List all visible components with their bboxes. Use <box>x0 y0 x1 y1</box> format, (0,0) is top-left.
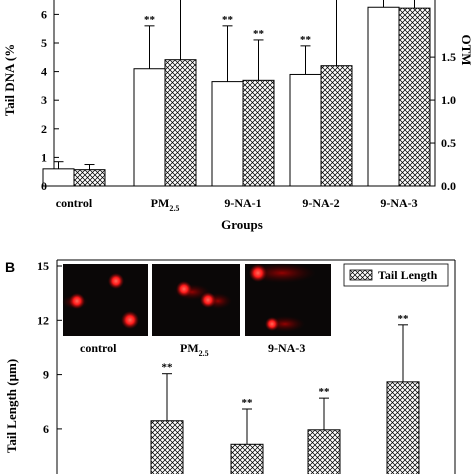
comet-image-pm25 <box>152 264 240 336</box>
panel-a-significance-PM2.5-s0: ** <box>144 14 156 26</box>
panel-a-marks: ** ** ** ** <box>42 0 431 187</box>
panel-a-y-tick-label-left: 4 <box>41 65 47 79</box>
panel-b-legend: Tail Length <box>343 263 449 287</box>
panel-a-y-tick-label-right: 1.5 <box>441 50 456 64</box>
panel-b-bar-PM2.5 <box>150 420 184 474</box>
panel-a-y-tick-label-left: 1 <box>41 150 47 164</box>
panel-a-x-tick-label: 9-NA-1 <box>224 196 261 210</box>
comet-image-label-pm25: PM2.5 <box>180 341 209 358</box>
comet-image-label-control: control <box>80 341 117 355</box>
panel-b-bar-9-NA-1 <box>230 443 264 474</box>
comet-image-label-9na3: 9-NA-3 <box>268 341 305 355</box>
nucleus <box>176 281 192 297</box>
panel-a-y-tick-label-right: 0.0 <box>441 179 456 193</box>
panel-a-x-tick-label: 9-NA-3 <box>380 196 417 210</box>
nucleus <box>121 311 139 329</box>
panel-a-x-axis-title: Groups <box>221 217 263 232</box>
panel-b-significance-9-NA-1: ** <box>242 397 254 409</box>
panel-b-ticks: 15 12 9 6 <box>37 259 62 436</box>
nucleus <box>108 273 124 289</box>
panel-a-bar-9-NA-2-s1 <box>320 65 353 187</box>
panel-b: B ** ** ** ** 15 12 9 6 Tail Length (μm) <box>4 259 456 474</box>
panel-a-y-tick-label-right: 1.0 <box>441 93 456 107</box>
panel-b-significance-9-NA-2: ** <box>319 386 331 398</box>
panel-b-letter: B <box>5 259 15 275</box>
panel-a-bar-PM2.5-s0 <box>133 68 166 187</box>
panel-a-bar-9-NA-1-s1 <box>242 79 275 187</box>
panel-b-bar-9-NA-3 <box>386 381 420 474</box>
nucleus <box>265 317 279 331</box>
panel-b-y-tick-label: 6 <box>43 422 49 436</box>
comet-image-control <box>62 264 148 336</box>
panel-b-y-tick-label: 15 <box>37 259 49 273</box>
panel-a-bar-9-NA-1-s0 <box>211 81 244 187</box>
panel-a-y-axis-title-right: OTM <box>459 34 474 65</box>
nucleus <box>200 292 216 308</box>
panel-a-y-tick-label-left: 0 <box>41 179 47 193</box>
nucleus <box>249 264 267 282</box>
panel-b-y-tick-label: 9 <box>43 368 49 382</box>
legend-swatch <box>349 269 373 281</box>
panel-a-ticks: 0 1 2 3 4 5 6 0.0 0.5 1.0 1.5 control PM2.5 9-NA-1 9-N… <box>41 7 456 213</box>
panel-a-x-tick-label: control <box>56 196 93 210</box>
panel-a: ** ** ** ** 0 1 2 3 4 5 6 0.0 0.5 1.0 1.5 control PM2.5… <box>2 0 474 232</box>
panel-a-y-tick-label-left: 3 <box>41 93 47 107</box>
panel-b-marks: ** ** ** ** <box>150 313 420 474</box>
panel-b-y-axis-title: Tail Length (μm) <box>4 359 19 453</box>
panel-b-significance-PM2.5: ** <box>162 362 174 374</box>
panel-a-y-tick-label-left: 2 <box>41 122 47 136</box>
panel-a-x-tick-label: 9-NA-2 <box>302 196 339 210</box>
panel-a-bar-control-s0 <box>42 168 75 187</box>
legend-label: Tail Length <box>378 268 438 282</box>
panel-a-bar-control-s1 <box>73 169 106 187</box>
nucleus <box>69 293 85 309</box>
panel-a-bar-PM2.5-s1 <box>164 59 197 187</box>
panel-a-bar-9-NA-2-s0 <box>289 73 322 187</box>
panel-a-y-tick-label-left: 6 <box>41 7 47 21</box>
panel-a-y-tick-label-right: 0.5 <box>441 136 456 150</box>
panel-b-y-tick-label: 12 <box>37 313 49 327</box>
panel-a-bar-9-NA-3-s1 <box>398 7 431 187</box>
panel-a-y-tick-label-left: 5 <box>41 36 47 50</box>
panel-a-significance-9-NA-2-s0: ** <box>300 34 312 46</box>
panel-a-bar-9-NA-3-s0 <box>367 6 400 187</box>
panel-a-x-tick-label: PM2.5 <box>151 196 180 213</box>
comet-image-9na3 <box>245 263 331 336</box>
panel-a-significance-9-NA-1-s1: ** <box>253 28 265 40</box>
panel-b-significance-9-NA-3: ** <box>398 313 410 325</box>
panel-b-bar-9-NA-2 <box>307 429 341 474</box>
panel-a-significance-9-NA-1-s0: ** <box>222 14 234 26</box>
panel-a-y-axis-title-left: Tail DNA (% <box>2 44 17 116</box>
